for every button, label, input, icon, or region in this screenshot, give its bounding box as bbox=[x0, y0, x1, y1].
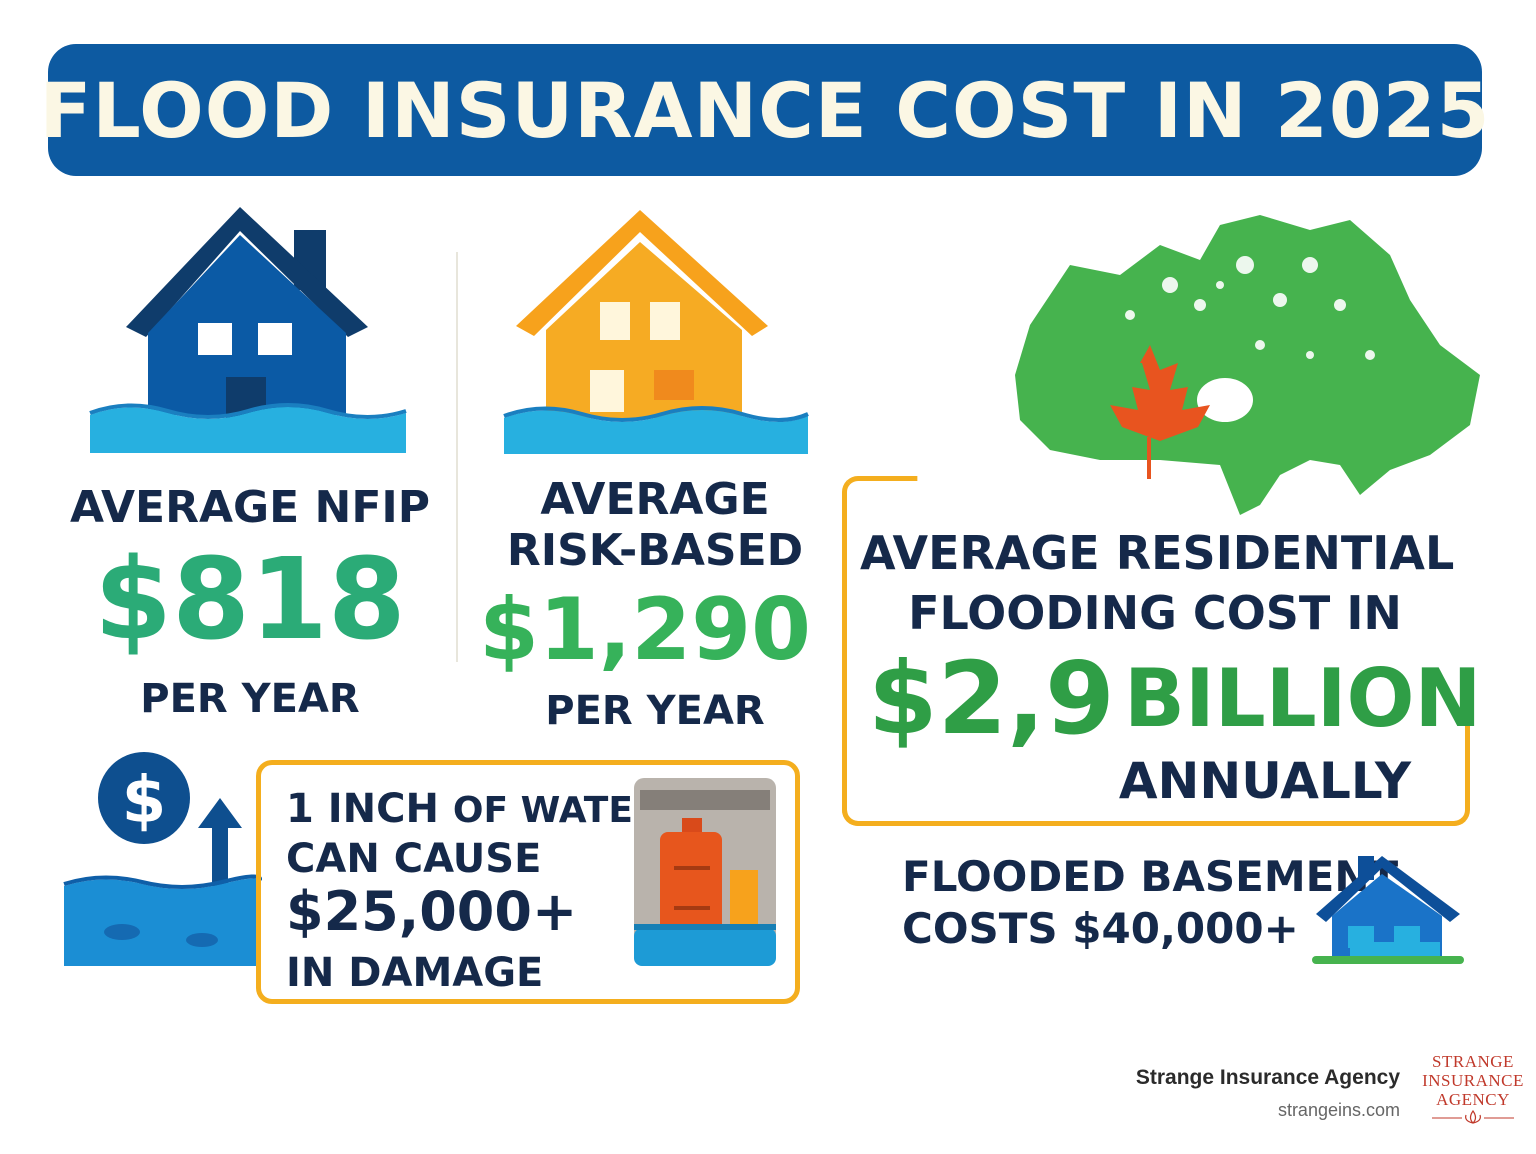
nfip-period: PER YEAR bbox=[140, 676, 360, 722]
nfip-amount: $818 bbox=[94, 535, 406, 665]
maple-leaf-icon bbox=[1110, 345, 1210, 479]
canada-amount: $2,9 bbox=[868, 640, 1115, 757]
brand-name: Strange Insurance Agency bbox=[1135, 1066, 1400, 1089]
water-line1-b: OF WATER bbox=[452, 790, 661, 831]
canada-stat-frame-bottom bbox=[842, 679, 1470, 826]
column-divider bbox=[456, 252, 458, 662]
water-damage-box bbox=[256, 760, 800, 1004]
water-line1: 1 INCH OF WATER bbox=[286, 786, 661, 832]
water-line4: IN DAMAGE bbox=[286, 950, 544, 996]
water-heater-icon bbox=[634, 778, 776, 966]
water-amount: $25,000+ bbox=[286, 880, 578, 943]
risk-label-line1: AVERAGE bbox=[540, 474, 770, 525]
nfip-label: AVERAGE NFIP bbox=[69, 482, 431, 533]
canada-unit: BILLION bbox=[1124, 652, 1482, 745]
dollar-coin-icon: $ bbox=[98, 752, 190, 844]
canada-period: ANNUALLY bbox=[1118, 752, 1412, 810]
house-flood-orange-icon bbox=[503, 210, 809, 454]
rising-cost-icon: $ bbox=[63, 752, 262, 966]
logo-line1: STRANGE bbox=[1432, 1052, 1514, 1071]
risk-label-line2: RISK-BASED bbox=[506, 525, 804, 576]
title-banner: FLOOD INSURANCE COST IN 2025 bbox=[39, 44, 1490, 176]
canada-line1: AVERAGE RESIDENTIAL bbox=[860, 526, 1455, 580]
basement-line1: FLOODED BASEMENT bbox=[902, 852, 1399, 901]
basement-line2: COSTS $40,000+ bbox=[902, 904, 1299, 953]
risk-period: PER YEAR bbox=[545, 688, 765, 734]
logo-line3: AGENCY bbox=[1436, 1090, 1510, 1109]
canada-stat-frame-top bbox=[842, 476, 918, 826]
page-title: FLOOD INSURANCE COST IN 2025 bbox=[39, 65, 1491, 155]
brand-url: strangeins.com bbox=[1277, 1100, 1400, 1120]
canada-map-icon bbox=[1015, 215, 1480, 515]
canada-line2: FLOODING COST IN bbox=[908, 586, 1402, 640]
brand-logo: STRANGE INSURANCE AGENCY bbox=[1418, 1052, 1528, 1132]
small-house-icon bbox=[1312, 856, 1464, 964]
risk-amount: $1,290 bbox=[479, 580, 811, 680]
lotus-ornament-icon bbox=[1432, 1109, 1514, 1124]
water-line2: CAN CAUSE bbox=[286, 836, 542, 882]
up-arrow-icon bbox=[198, 798, 242, 886]
water-line1-a: 1 INCH bbox=[286, 786, 439, 832]
logo-line2: INSURANCE bbox=[1422, 1071, 1524, 1090]
house-flood-blue-icon bbox=[89, 207, 407, 453]
svg-text:$: $ bbox=[122, 764, 167, 838]
